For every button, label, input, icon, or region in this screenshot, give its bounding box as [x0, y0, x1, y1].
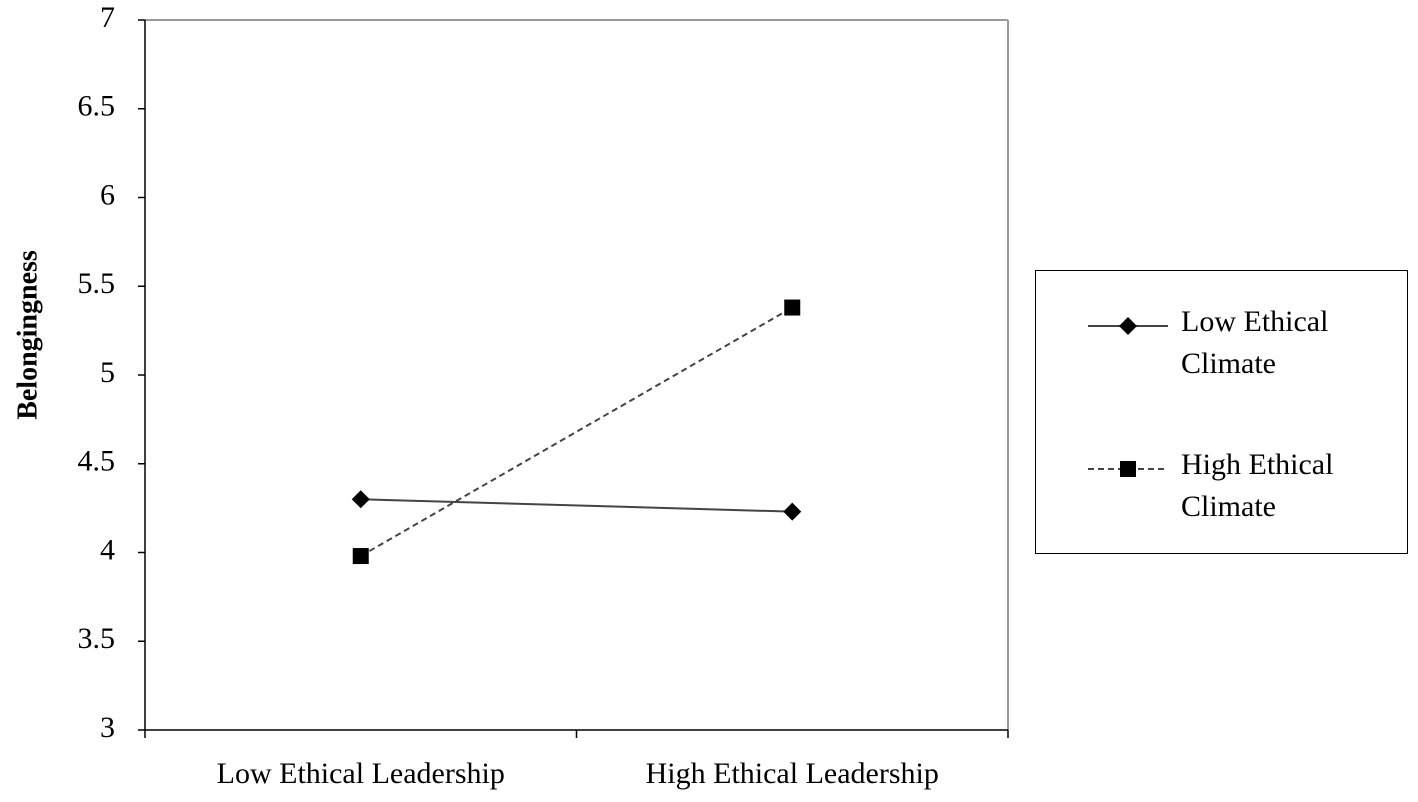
y-axis-label: Belongingness	[12, 250, 43, 420]
y-tick-label: 6.5	[78, 90, 116, 123]
marker	[783, 502, 802, 521]
legend-swatch	[1088, 317, 1168, 335]
y-tick-label: 3.5	[78, 622, 116, 655]
marker	[1119, 317, 1137, 335]
chart: Belongingness 3 3.5 4 4.5 5 5.5 6 6.5 7 Low Ethic…	[12, 1, 1009, 790]
x-tick-label: High Ethical Leadership	[646, 757, 939, 790]
x-tick-label: Low Ethical Leadership	[217, 757, 505, 790]
y-tick-label: 5	[100, 356, 115, 389]
y-tick-label: 5.5	[78, 267, 116, 300]
y-tick-label: 7	[100, 1, 115, 34]
legend-item: Low Ethical Climate	[1036, 301, 1409, 391]
y-tick-label: 4	[100, 533, 115, 566]
legend-item: High Ethical Climate	[1036, 444, 1409, 534]
marker	[1120, 461, 1136, 477]
legend-label: Low Ethical Climate	[1181, 305, 1329, 380]
marker	[784, 299, 801, 316]
series-line	[360, 498, 793, 513]
y-tick-label: 6	[100, 178, 115, 211]
y-tick-label: 4.5	[78, 445, 116, 478]
marker	[351, 490, 370, 509]
marker	[352, 548, 369, 565]
y-tick-label: 3	[100, 711, 115, 744]
legend-label: High Ethical Climate	[1181, 448, 1334, 523]
series-line	[360, 306, 793, 557]
legend: Low Ethical Climate High Ethical Climate	[1035, 270, 1408, 554]
legend-swatch	[1088, 461, 1168, 477]
